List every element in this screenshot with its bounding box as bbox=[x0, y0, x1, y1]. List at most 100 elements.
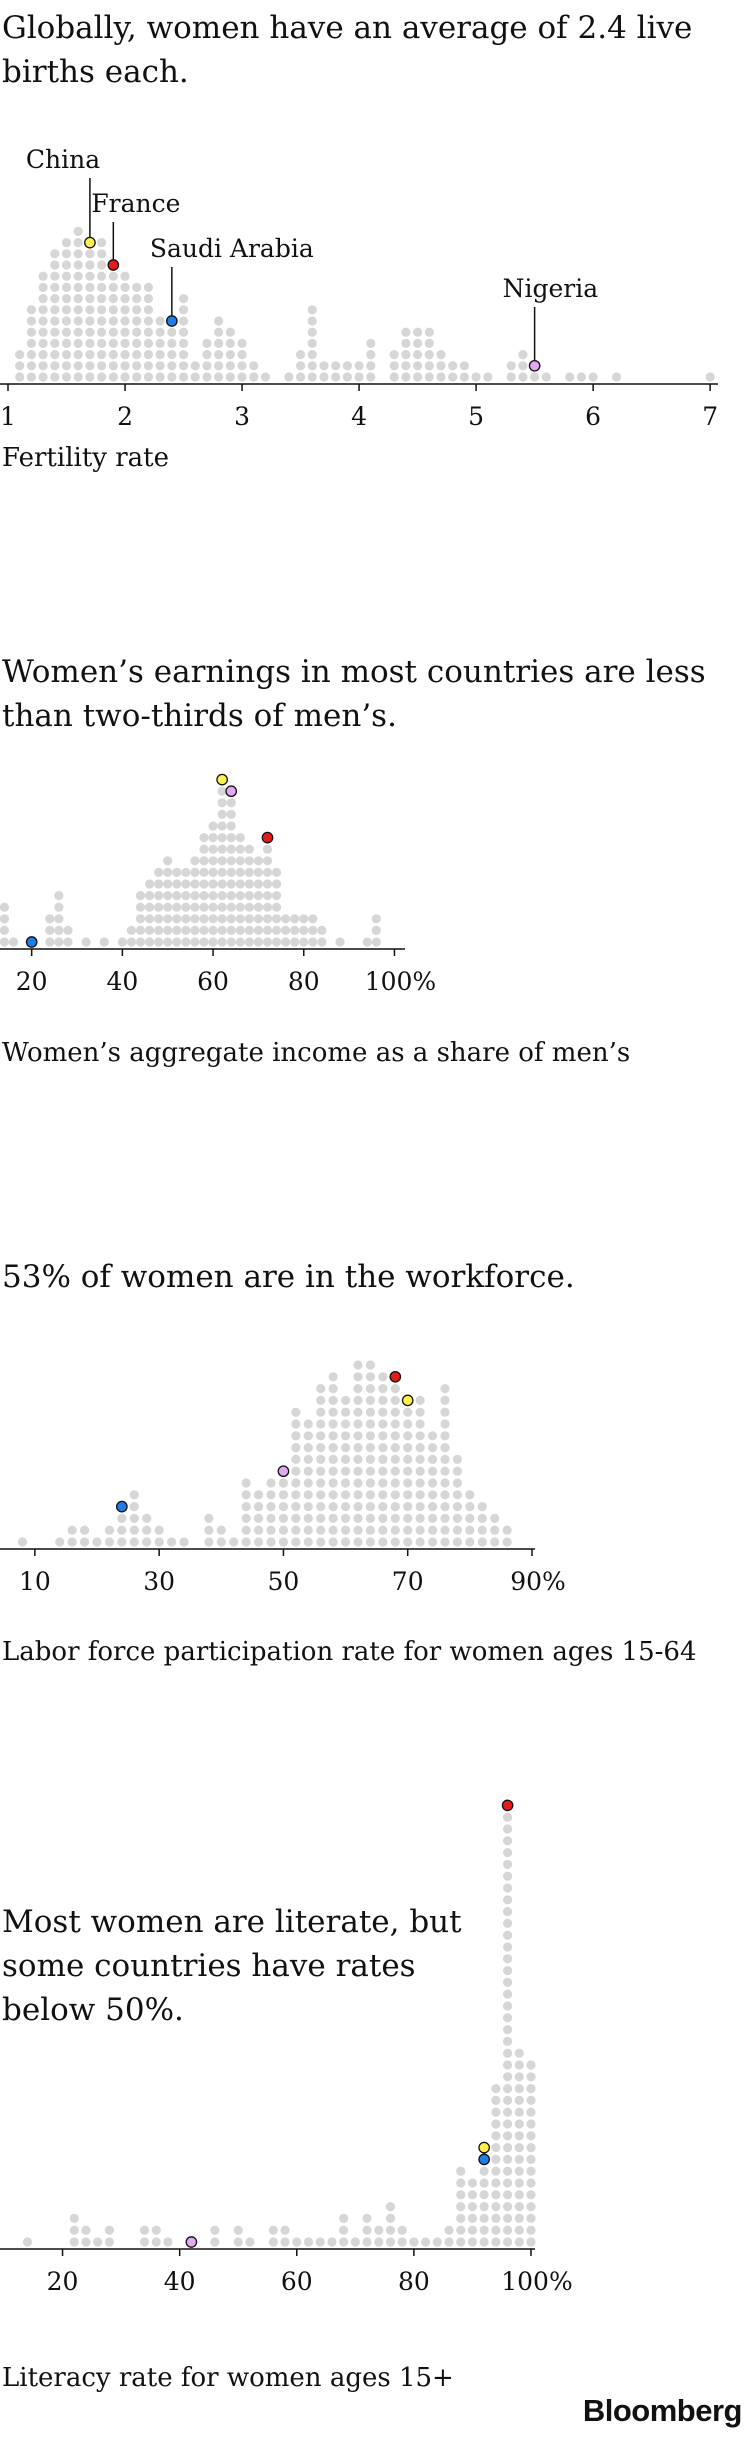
country-dot bbox=[85, 361, 95, 371]
country-dot bbox=[50, 305, 60, 315]
country-dot bbox=[415, 1454, 425, 1464]
country-dot bbox=[45, 925, 55, 935]
country-dot bbox=[307, 327, 317, 337]
country-dot bbox=[61, 350, 72, 360]
country-dot bbox=[371, 914, 381, 924]
country-dot bbox=[378, 1431, 388, 1441]
country-dot bbox=[378, 1490, 388, 1500]
country-dot bbox=[541, 372, 551, 382]
country-dot bbox=[79, 1537, 90, 1547]
country-dot bbox=[308, 937, 318, 947]
country-dot bbox=[514, 2107, 524, 2117]
country-dot bbox=[316, 1395, 326, 1405]
country-dot bbox=[403, 1443, 413, 1453]
x-tick-label: 4 bbox=[351, 402, 367, 431]
highlighted-country-dot bbox=[478, 2153, 491, 2166]
country-dot bbox=[92, 1537, 102, 1547]
country-dot bbox=[465, 1502, 475, 1512]
country-dot bbox=[208, 856, 218, 866]
country-dot bbox=[479, 2166, 489, 2176]
country-dot bbox=[241, 1502, 251, 1512]
country-dot bbox=[139, 2237, 150, 2247]
country-dot bbox=[491, 2143, 501, 2153]
country-dot bbox=[163, 867, 173, 877]
country-dot bbox=[502, 1871, 513, 1881]
country-dot bbox=[104, 2225, 114, 2235]
country-dot bbox=[328, 1466, 338, 1476]
country-dot bbox=[190, 925, 200, 935]
country-dot bbox=[403, 1525, 413, 1535]
country-dot bbox=[253, 937, 264, 947]
country-dot bbox=[63, 925, 73, 935]
country-dot bbox=[73, 372, 83, 382]
country-dot bbox=[365, 1372, 376, 1382]
country-dot bbox=[328, 1407, 338, 1417]
country-dot bbox=[210, 2237, 220, 2247]
country-dot bbox=[190, 867, 200, 877]
country-dot bbox=[202, 350, 212, 360]
country-dot bbox=[204, 1537, 214, 1547]
country-dot bbox=[135, 902, 146, 912]
country-dot bbox=[226, 937, 236, 947]
country-dot bbox=[371, 925, 381, 935]
country-dot bbox=[97, 282, 107, 292]
country-dot bbox=[226, 867, 236, 877]
country-dot bbox=[365, 1384, 376, 1394]
country-dot bbox=[467, 2225, 478, 2235]
country-dot bbox=[15, 372, 25, 382]
country-dot bbox=[502, 2213, 513, 2223]
country-dot bbox=[163, 902, 173, 912]
country-dot bbox=[190, 372, 200, 382]
country-dot bbox=[262, 902, 273, 912]
country-dot bbox=[342, 372, 352, 382]
country-dot bbox=[477, 1502, 487, 1512]
country-dot bbox=[38, 327, 48, 337]
country-dot bbox=[262, 914, 273, 924]
country-dot bbox=[526, 2060, 536, 2070]
country-dot bbox=[144, 925, 155, 935]
country-dot bbox=[163, 2237, 173, 2247]
country-dot bbox=[514, 2237, 524, 2247]
country-dot bbox=[167, 350, 177, 360]
labor-force-chart: 10 30 50 70 90% bbox=[0, 1360, 566, 1596]
country-dot bbox=[280, 2225, 290, 2235]
country-dot bbox=[69, 2225, 79, 2235]
country-dot bbox=[403, 1537, 413, 1547]
country-dot bbox=[353, 1490, 363, 1500]
country-dot bbox=[142, 1537, 152, 1547]
country-dot bbox=[199, 925, 209, 935]
country-dot bbox=[467, 2178, 478, 2188]
country-dot bbox=[353, 1502, 363, 1512]
country-dot bbox=[366, 361, 376, 371]
country-dot bbox=[154, 891, 164, 901]
country-dot bbox=[412, 350, 423, 360]
x-tick-label: 100% bbox=[365, 967, 436, 996]
country-dot bbox=[225, 327, 235, 337]
country-dot bbox=[390, 1490, 400, 1500]
country-dot bbox=[38, 350, 48, 360]
country-dot bbox=[307, 316, 317, 326]
country-dot bbox=[61, 338, 72, 348]
country-dot bbox=[172, 879, 182, 889]
x-tick-label: 80 bbox=[288, 967, 320, 996]
country-dot bbox=[353, 1443, 363, 1453]
country-dot bbox=[108, 316, 118, 326]
country-dot bbox=[299, 937, 309, 947]
x-tick-label: 100% bbox=[501, 2267, 572, 2296]
country-dot bbox=[385, 2213, 396, 2223]
country-dot bbox=[409, 2237, 419, 2247]
country-dot bbox=[217, 914, 227, 924]
country-dot bbox=[390, 1513, 400, 1523]
country-dot bbox=[502, 1930, 513, 1940]
x-tick-label: 40 bbox=[164, 2267, 196, 2296]
country-dot bbox=[104, 1537, 115, 1547]
country-dot bbox=[235, 937, 245, 947]
country-dot bbox=[54, 937, 64, 947]
country-dot bbox=[241, 1490, 251, 1500]
country-dot bbox=[353, 1372, 363, 1382]
country-dot bbox=[129, 1525, 139, 1535]
country-dot bbox=[502, 2048, 513, 2058]
country-dot bbox=[179, 1537, 189, 1547]
country-dot bbox=[50, 271, 60, 281]
country-dot bbox=[126, 937, 137, 947]
